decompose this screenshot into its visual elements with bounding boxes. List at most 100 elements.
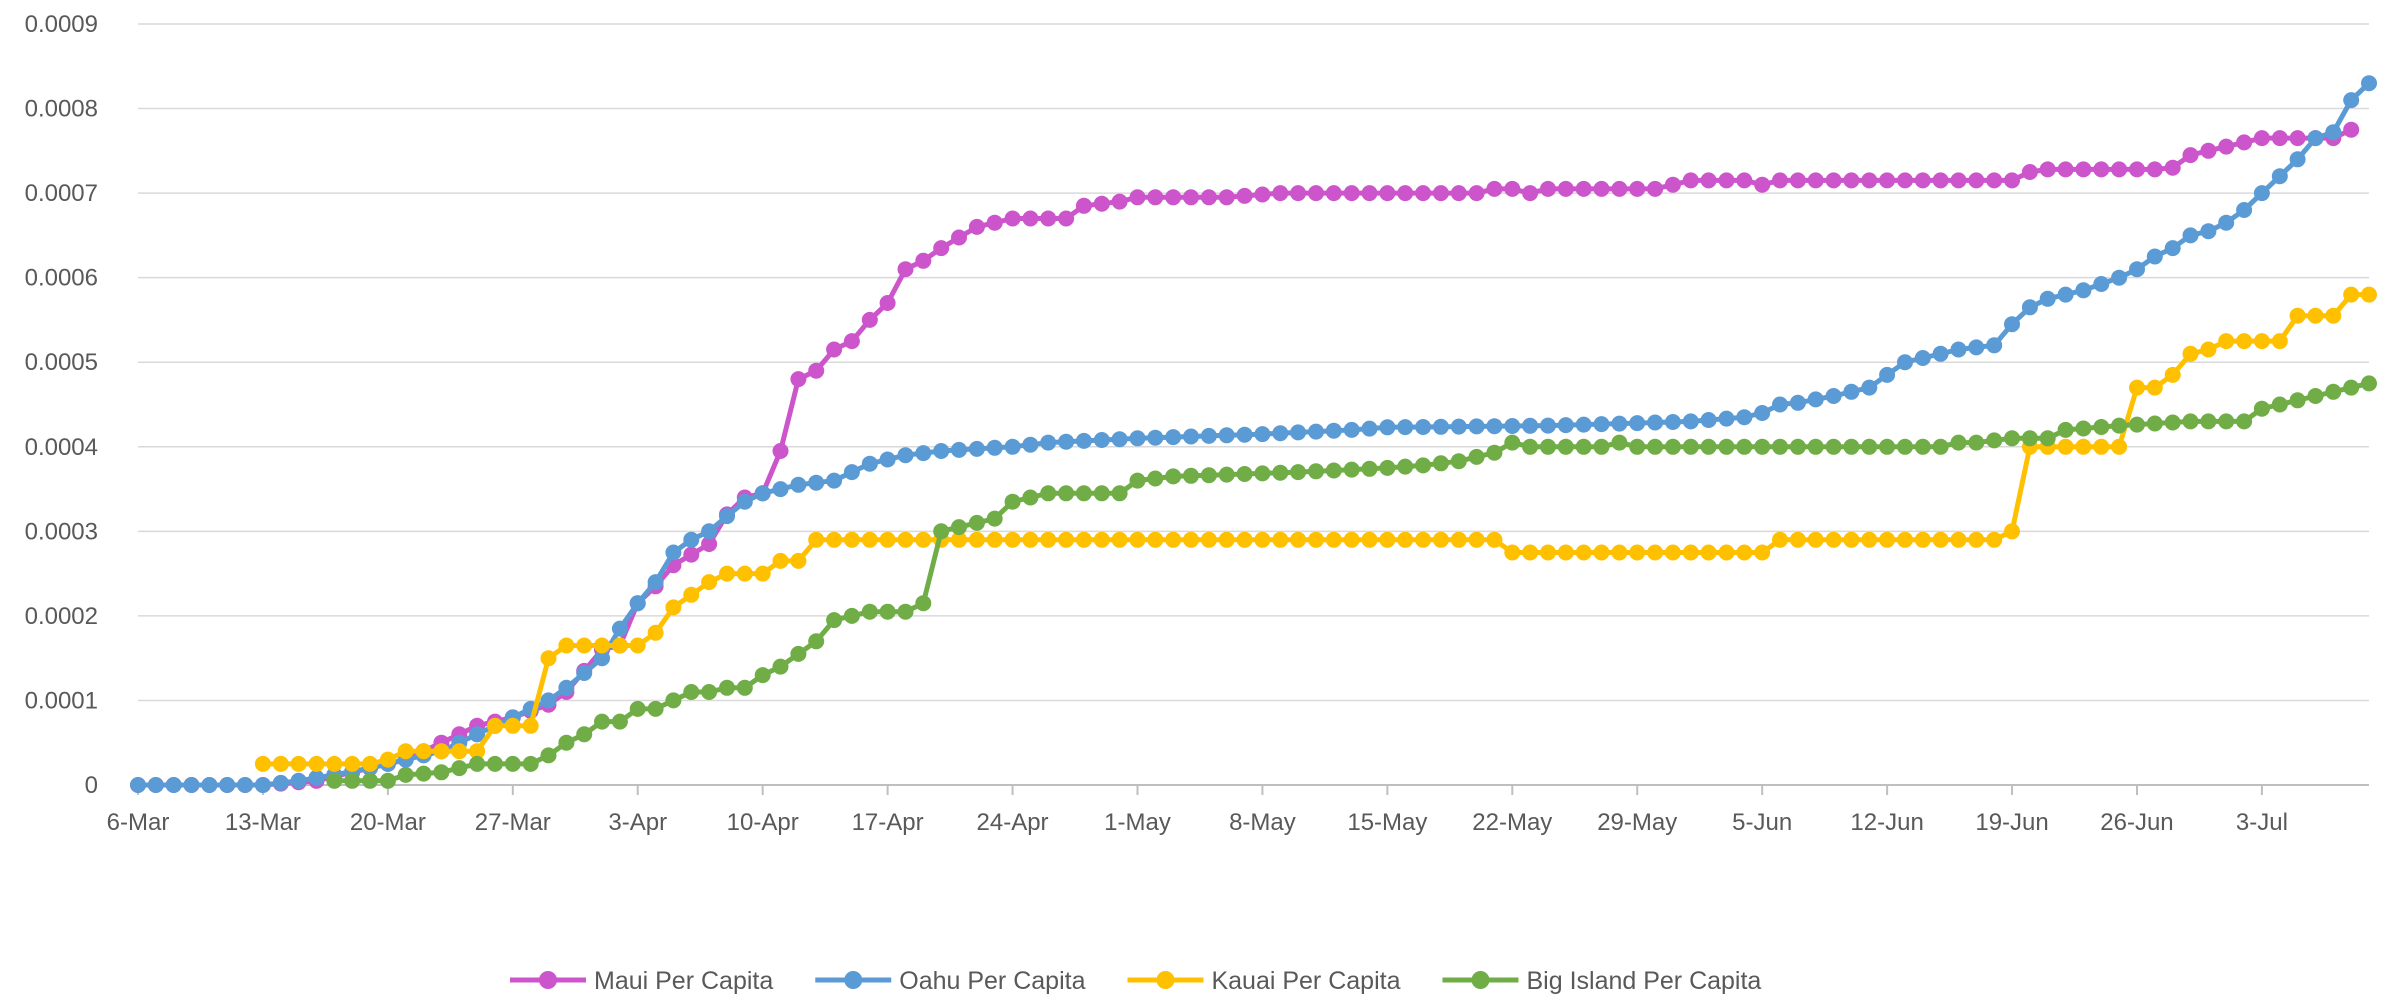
- data-point: [558, 679, 575, 696]
- x-tick-label: 12-Jun: [1850, 809, 1923, 836]
- data-point: [1540, 417, 1556, 434]
- data-point: [1004, 531, 1021, 548]
- data-point: [2004, 523, 2020, 540]
- data-point: [861, 531, 878, 548]
- data-point: [1736, 438, 1753, 455]
- data-point: [790, 645, 807, 662]
- data-point: [1004, 438, 1021, 455]
- y-tick-label: 0.0002: [25, 603, 98, 630]
- data-point: [1432, 185, 1449, 202]
- data-point: [1575, 544, 1592, 561]
- data-point: [2307, 130, 2324, 147]
- data-point: [1914, 172, 1931, 189]
- data-point: [1843, 531, 1860, 548]
- data-point: [397, 766, 414, 783]
- data-point: [915, 252, 932, 269]
- data-point: [2253, 333, 2270, 350]
- data-point: [861, 311, 878, 328]
- data-point: [2075, 420, 2092, 437]
- data-point: [1343, 421, 1360, 438]
- data-point: [1361, 531, 1378, 548]
- data-point: [2021, 299, 2038, 316]
- y-tick-label: 0.0005: [25, 349, 98, 376]
- data-point: [1468, 531, 1485, 548]
- data-point: [1897, 354, 1913, 371]
- data-point: [576, 726, 593, 743]
- x-tick-label: 13-Mar: [225, 809, 301, 836]
- data-point: [1629, 438, 1646, 455]
- data-point: [2218, 214, 2235, 231]
- data-point: [772, 443, 789, 459]
- data-point: [1325, 185, 1342, 202]
- data-point: [1754, 176, 1771, 193]
- data-point: [1754, 405, 1771, 421]
- data-point: [897, 531, 914, 548]
- data-point: [130, 777, 146, 793]
- data-point: [1075, 531, 1092, 548]
- data-point: [2236, 413, 2253, 430]
- data-point: [1183, 531, 1199, 548]
- x-tick-label: 3-Apr: [608, 809, 667, 836]
- data-point: [2182, 227, 2199, 244]
- data-point: [2164, 159, 2181, 176]
- data-point: [2182, 345, 2199, 362]
- data-point: [272, 755, 289, 772]
- data-point: [1379, 531, 1396, 548]
- data-point: [1058, 531, 1075, 548]
- data-point: [1897, 172, 1913, 189]
- data-point: [1557, 438, 1574, 455]
- data-point: [1075, 485, 1092, 502]
- data-point: [1343, 185, 1360, 202]
- data-point: [522, 717, 539, 734]
- data-point: [1932, 531, 1949, 548]
- data-point: [2093, 419, 2110, 435]
- data-point: [1397, 185, 1414, 202]
- data-point: [487, 717, 503, 734]
- data-point: [1290, 424, 1307, 441]
- y-tick-label: 0.0008: [25, 96, 98, 123]
- data-point: [2325, 383, 2342, 400]
- data-point: [1629, 415, 1646, 432]
- data-point: [379, 751, 396, 768]
- data-point: [1004, 210, 1021, 227]
- data-point: [165, 777, 182, 793]
- data-point: [915, 531, 932, 548]
- data-point: [1147, 429, 1164, 446]
- data-point: [2004, 172, 2020, 189]
- y-tick-label: 0.0009: [25, 11, 98, 38]
- data-point: [2075, 282, 2092, 299]
- data-point: [2039, 290, 2056, 307]
- data-point: [1379, 185, 1396, 202]
- data-point: [1004, 493, 1021, 510]
- data-point: [826, 531, 843, 548]
- data-point: [790, 476, 807, 493]
- data-point: [2289, 151, 2306, 168]
- data-point: [504, 755, 521, 772]
- data-point: [1789, 172, 1806, 189]
- data-point: [469, 755, 486, 772]
- data-point: [843, 531, 860, 548]
- data-point: [1718, 172, 1735, 189]
- data-point: [1647, 414, 1664, 431]
- data-point: [1754, 438, 1771, 455]
- data-point: [915, 595, 932, 612]
- data-point: [1397, 419, 1414, 436]
- data-point: [1682, 413, 1699, 430]
- data-point: [1379, 459, 1396, 476]
- data-point: [2361, 286, 2377, 303]
- data-point: [1736, 544, 1753, 561]
- data-point: [790, 371, 807, 388]
- data-point: [2343, 121, 2360, 138]
- data-point: [879, 531, 896, 548]
- data-point: [1397, 531, 1414, 548]
- data-point: [1647, 438, 1664, 455]
- data-point: [2307, 307, 2324, 324]
- data-point: [1772, 172, 1788, 189]
- data-point: [1183, 189, 1199, 206]
- data-point: [522, 755, 539, 772]
- data-point: [2129, 379, 2145, 396]
- data-point: [1325, 531, 1342, 548]
- data-point: [611, 620, 628, 637]
- data-point: [1022, 436, 1039, 453]
- data-point: [2236, 202, 2253, 218]
